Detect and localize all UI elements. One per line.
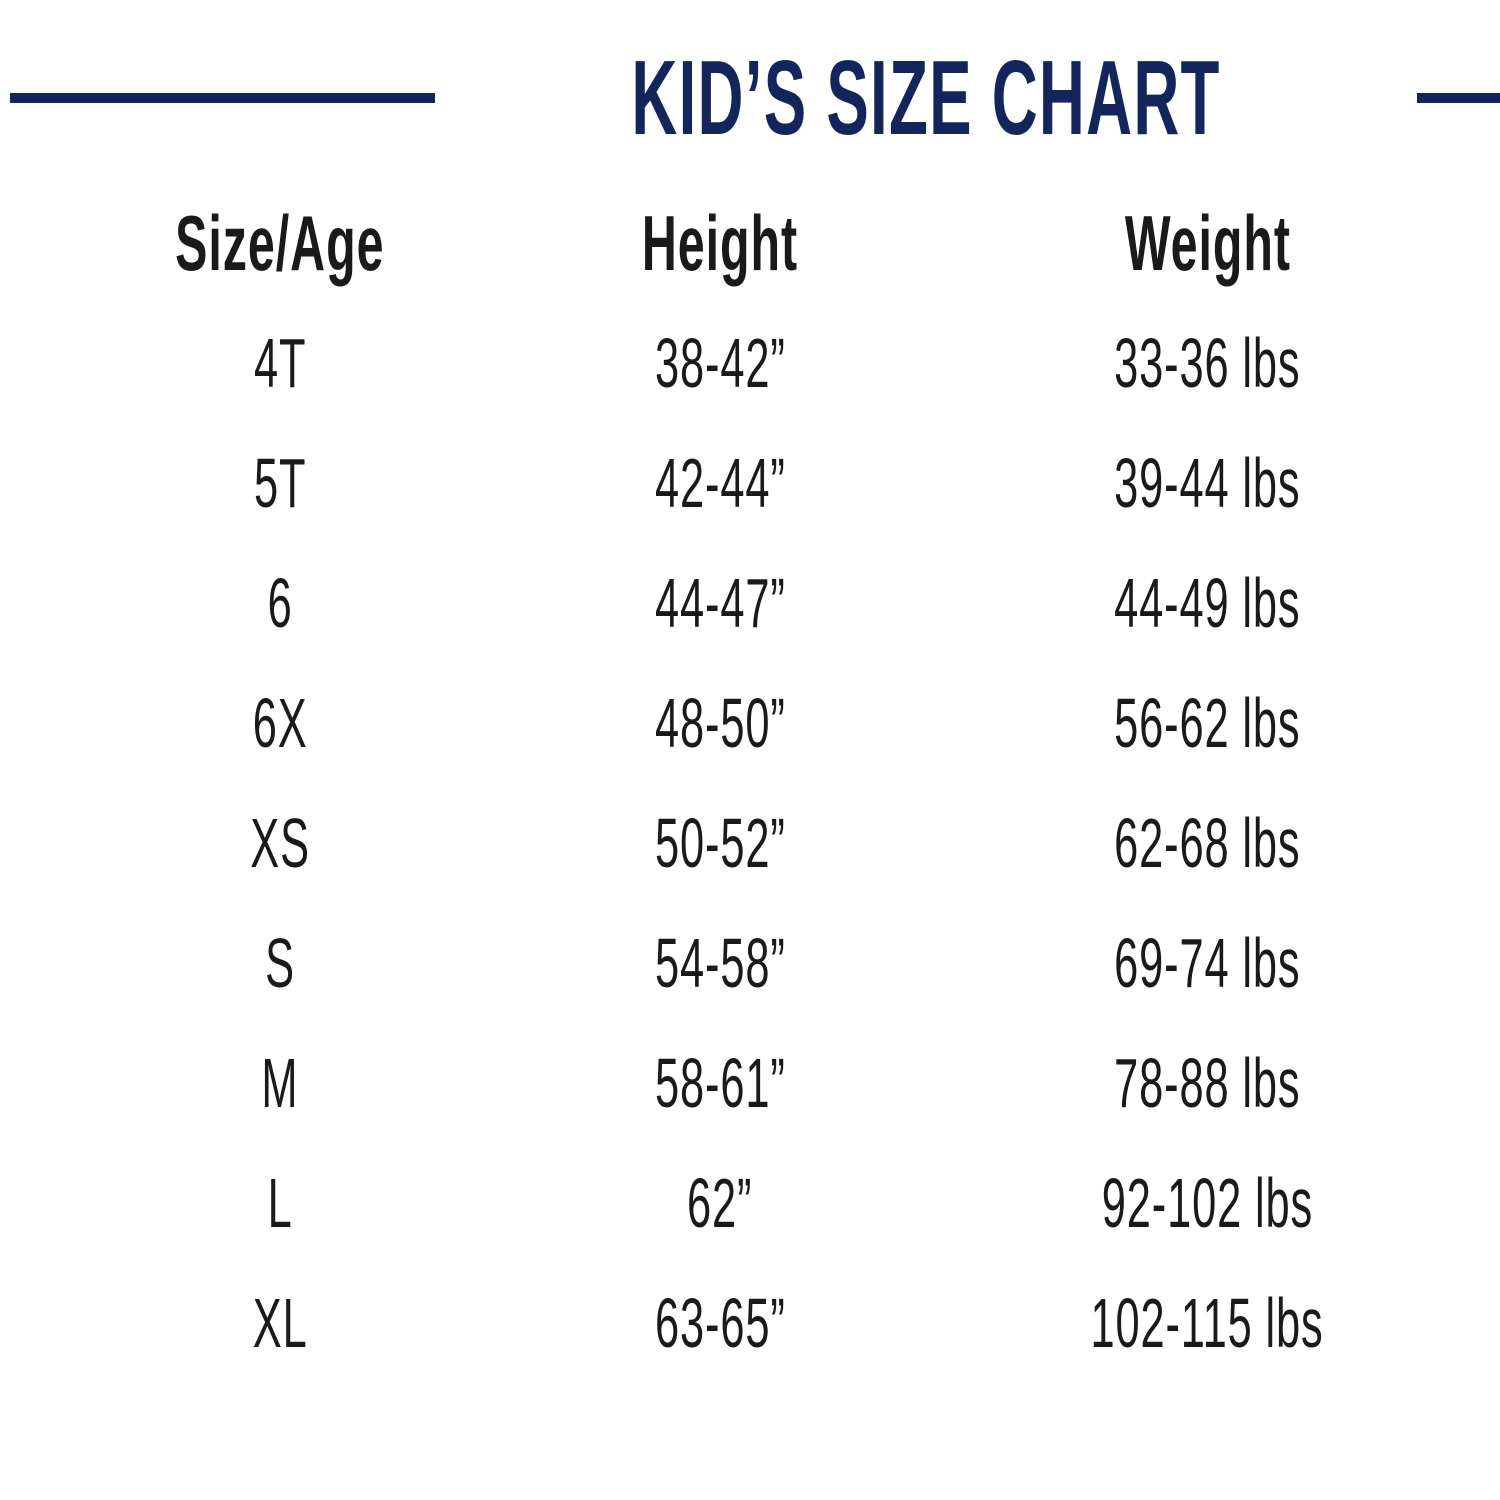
- height-cell: 44-47”: [654, 564, 786, 642]
- title-rule-right: [1417, 92, 1500, 103]
- table-row: XL 63-65” 102-115 lbs: [0, 1263, 1500, 1383]
- page-title-text: KID’S SIZE CHART: [631, 38, 1221, 157]
- height-cell: 38-42”: [654, 324, 786, 402]
- size-cell: L: [267, 1164, 293, 1242]
- weight-cell: 92-102 lbs: [1101, 1164, 1314, 1242]
- size-cell: S: [265, 924, 295, 1002]
- title-rule-left: [10, 92, 435, 103]
- size-cell: XS: [250, 804, 310, 882]
- table-row: XS 50-52” 62-68 lbs: [0, 783, 1500, 903]
- weight-cell: 69-74 lbs: [1114, 924, 1301, 1002]
- size-cell: XL: [252, 1284, 308, 1362]
- weight-cell: 56-62 lbs: [1114, 684, 1301, 762]
- height-cell: 50-52”: [654, 804, 786, 882]
- column-header-height: Height: [641, 198, 799, 287]
- table-row: L 62” 92-102 lbs: [0, 1143, 1500, 1263]
- size-cell: 6: [267, 564, 293, 642]
- size-table: Size/Age Height Weight 4T 38-42” 33-36 l…: [0, 183, 1500, 1383]
- height-cell: 54-58”: [654, 924, 786, 1002]
- size-cell: M: [261, 1044, 299, 1122]
- weight-cell: 62-68 lbs: [1114, 804, 1301, 882]
- height-cell: 48-50”: [654, 684, 786, 762]
- size-cell: 6X: [252, 684, 308, 762]
- column-header-size-age: Size/Age: [175, 198, 385, 287]
- table-row: 4T 38-42” 33-36 lbs: [0, 303, 1500, 423]
- column-header-weight: Weight: [1124, 198, 1291, 287]
- weight-cell: 78-88 lbs: [1114, 1044, 1301, 1122]
- size-cell: 5T: [253, 444, 307, 522]
- weight-cell: 33-36 lbs: [1114, 324, 1301, 402]
- height-cell: 42-44”: [654, 444, 786, 522]
- table-row: 6X 48-50” 56-62 lbs: [0, 663, 1500, 783]
- table-row: M 58-61” 78-88 lbs: [0, 1023, 1500, 1143]
- height-cell: 58-61”: [654, 1044, 786, 1122]
- table-row: 5T 42-44” 39-44 lbs: [0, 423, 1500, 543]
- table-row: 6 44-47” 44-49 lbs: [0, 543, 1500, 663]
- weight-cell: 102-115 lbs: [1090, 1284, 1325, 1362]
- table-row: S 54-58” 69-74 lbs: [0, 903, 1500, 1023]
- table-header-row: Size/Age Height Weight: [0, 183, 1500, 303]
- height-cell: 62”: [687, 1164, 753, 1242]
- title-bar: KID’S SIZE CHART: [0, 40, 1500, 155]
- weight-cell: 39-44 lbs: [1114, 444, 1301, 522]
- size-cell: 4T: [253, 324, 307, 402]
- weight-cell: 44-49 lbs: [1114, 564, 1301, 642]
- size-table-body: 4T 38-42” 33-36 lbs 5T 42-44” 39-44 lbs …: [0, 303, 1500, 1383]
- height-cell: 63-65”: [654, 1284, 786, 1362]
- page-title: KID’S SIZE CHART: [435, 45, 1417, 151]
